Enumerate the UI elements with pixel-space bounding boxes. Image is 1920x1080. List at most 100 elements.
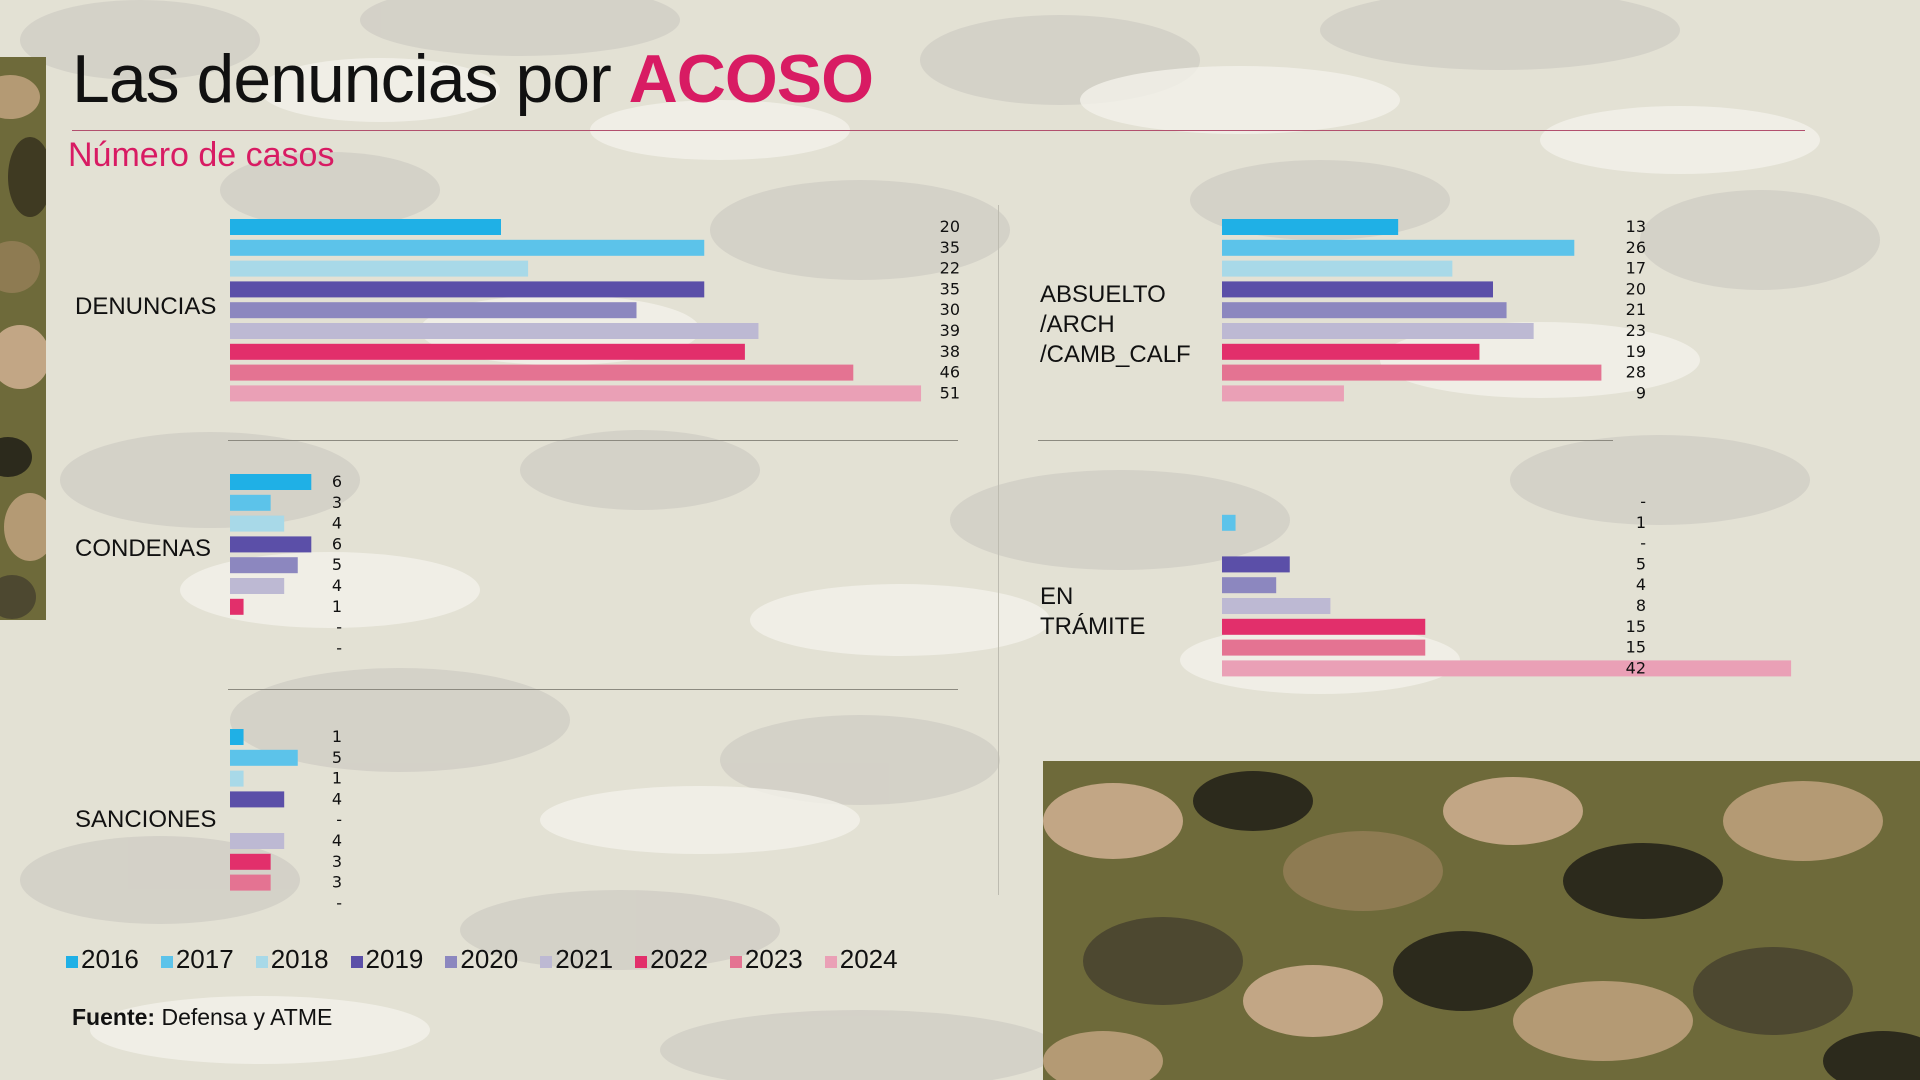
bar-condenas-2017 — [230, 494, 271, 511]
bar-en-tramite-2023 — [1222, 639, 1426, 656]
value-label-sanciones-2021: 4 — [332, 831, 342, 850]
panel-label-sanciones: SANCIONES — [75, 806, 217, 833]
bar-sanciones-2018 — [230, 770, 244, 787]
value-label-condenas-2016: 6 — [332, 472, 342, 491]
legend-item-2024: 2024 — [824, 944, 898, 975]
legend-label-2024: 2024 — [839, 944, 898, 974]
value-label-denuncias-2019: 35 — [940, 279, 960, 298]
bar-condenas-2020 — [230, 557, 298, 574]
legend-swatch-2016 — [66, 956, 78, 968]
value-label-en-tramite-2020: 4 — [1636, 575, 1646, 594]
legend-item-2023: 2023 — [729, 944, 803, 975]
value-label-absuelto-2017: 26 — [1626, 238, 1646, 257]
value-label-condenas-2020: 5 — [332, 555, 342, 574]
value-label-sanciones-2019: 4 — [332, 789, 342, 808]
legend-label-2016: 2016 — [81, 944, 139, 974]
legend-swatch-2023 — [729, 956, 742, 968]
title-accent: ACOSO — [628, 41, 874, 117]
bar-absuelto-2016 — [1222, 219, 1399, 235]
bar-absuelto-2020 — [1222, 302, 1507, 319]
bar-denuncias-2022 — [230, 343, 745, 360]
value-label-sanciones-2017: 5 — [332, 748, 342, 767]
value-label-denuncias-2023: 46 — [940, 363, 960, 382]
bar-sanciones-2019 — [230, 791, 285, 808]
value-label-absuelto-2024: 9 — [1636, 383, 1646, 402]
value-label-condenas-2018: 4 — [332, 514, 342, 533]
legend-item-2018: 2018 — [255, 944, 329, 975]
separator-condenas — [228, 689, 958, 690]
bar-en-tramite-2020 — [1222, 577, 1277, 594]
bar-denuncias-2017 — [230, 239, 705, 256]
value-label-sanciones-2020: - — [336, 810, 342, 829]
legend-item-2022: 2022 — [635, 944, 708, 975]
camo-strip-left — [0, 57, 46, 620]
value-label-condenas-2023: - — [336, 618, 342, 637]
legend-swatch-2018 — [255, 956, 268, 968]
column-separator — [998, 205, 999, 895]
value-label-sanciones-2023: 3 — [332, 873, 342, 892]
legend-swatch-2017 — [160, 956, 173, 968]
bar-condenas-2021 — [230, 578, 285, 594]
legend-label-2017: 2017 — [175, 944, 234, 974]
value-label-en-tramite-2019: 5 — [1636, 554, 1646, 573]
bar-sanciones-2017 — [230, 749, 298, 766]
value-label-denuncias-2017: 35 — [940, 238, 960, 257]
value-label-en-tramite-2024: 42 — [1626, 658, 1646, 677]
value-label-denuncias-2024: 51 — [940, 383, 960, 402]
bar-absuelto-2017 — [1222, 239, 1575, 256]
legend-item-2021: 2021 — [540, 944, 613, 975]
value-label-denuncias-2022: 38 — [940, 342, 960, 361]
legend-label-2018: 2018 — [270, 944, 329, 974]
source-label: Fuente: — [72, 1004, 156, 1030]
value-label-en-tramite-2016: - — [1640, 492, 1646, 511]
value-label-absuelto-2022: 19 — [1626, 342, 1646, 361]
source-text: Defensa y ATME — [161, 1004, 333, 1030]
title-rule — [72, 130, 1805, 131]
camo-block-bottom-right — [1043, 761, 1920, 1080]
value-label-sanciones-2016: 1 — [332, 727, 342, 746]
value-label-absuelto-2018: 17 — [1626, 259, 1646, 278]
value-label-condenas-2022: 1 — [332, 597, 342, 616]
value-label-denuncias-2021: 39 — [940, 321, 960, 340]
legend-label-2022: 2022 — [650, 944, 708, 974]
value-label-absuelto-2020: 21 — [1626, 300, 1646, 319]
legend-item-2016: 2016 — [66, 944, 139, 975]
value-label-denuncias-2020: 30 — [940, 300, 960, 319]
bar-sanciones-2021 — [230, 833, 285, 849]
bar-en-tramite-2021 — [1222, 598, 1331, 614]
source: Fuente: Defensa y ATME — [72, 1004, 332, 1031]
legend-item-2019: 2019 — [350, 944, 423, 975]
bar-denuncias-2018 — [230, 260, 529, 277]
value-label-absuelto-2019: 20 — [1626, 279, 1646, 298]
value-label-en-tramite-2021: 8 — [1636, 596, 1646, 615]
bar-condenas-2019 — [230, 536, 312, 553]
value-label-condenas-2017: 3 — [332, 493, 342, 512]
separator-denuncias — [228, 440, 958, 441]
bar-sanciones-2022 — [230, 853, 271, 870]
bar-en-tramite-2019 — [1222, 556, 1290, 573]
bar-absuelto-2019 — [1222, 281, 1493, 298]
legend-swatch-2021 — [540, 956, 553, 968]
value-label-condenas-2024: - — [336, 638, 342, 657]
bar-en-tramite-2017 — [1222, 514, 1236, 531]
value-label-en-tramite-2022: 15 — [1626, 617, 1646, 636]
separator-absuelto — [1038, 440, 1613, 441]
value-label-condenas-2021: 4 — [332, 576, 342, 595]
value-label-denuncias-2018: 22 — [940, 259, 960, 278]
panel-label-absuelto: ABSUELTO /ARCH /CAMB_CALF — [1040, 281, 1191, 368]
bar-absuelto-2022 — [1222, 343, 1480, 360]
legend-label-2020: 2020 — [460, 944, 519, 974]
bar-denuncias-2020 — [230, 302, 637, 319]
panel-label-denuncias: DENUNCIAS — [75, 293, 217, 320]
bar-en-tramite-2024 — [1222, 660, 1792, 677]
value-label-en-tramite-2023: 15 — [1626, 638, 1646, 657]
value-label-absuelto-2023: 28 — [1626, 363, 1646, 382]
value-label-sanciones-2022: 3 — [332, 852, 342, 871]
bar-denuncias-2019 — [230, 281, 705, 298]
legend-label-2023: 2023 — [744, 944, 803, 974]
legend-swatch-2024 — [824, 956, 837, 968]
bar-denuncias-2021 — [230, 323, 759, 339]
value-label-en-tramite-2018: - — [1640, 534, 1646, 553]
legend-label-2021: 2021 — [555, 944, 614, 974]
